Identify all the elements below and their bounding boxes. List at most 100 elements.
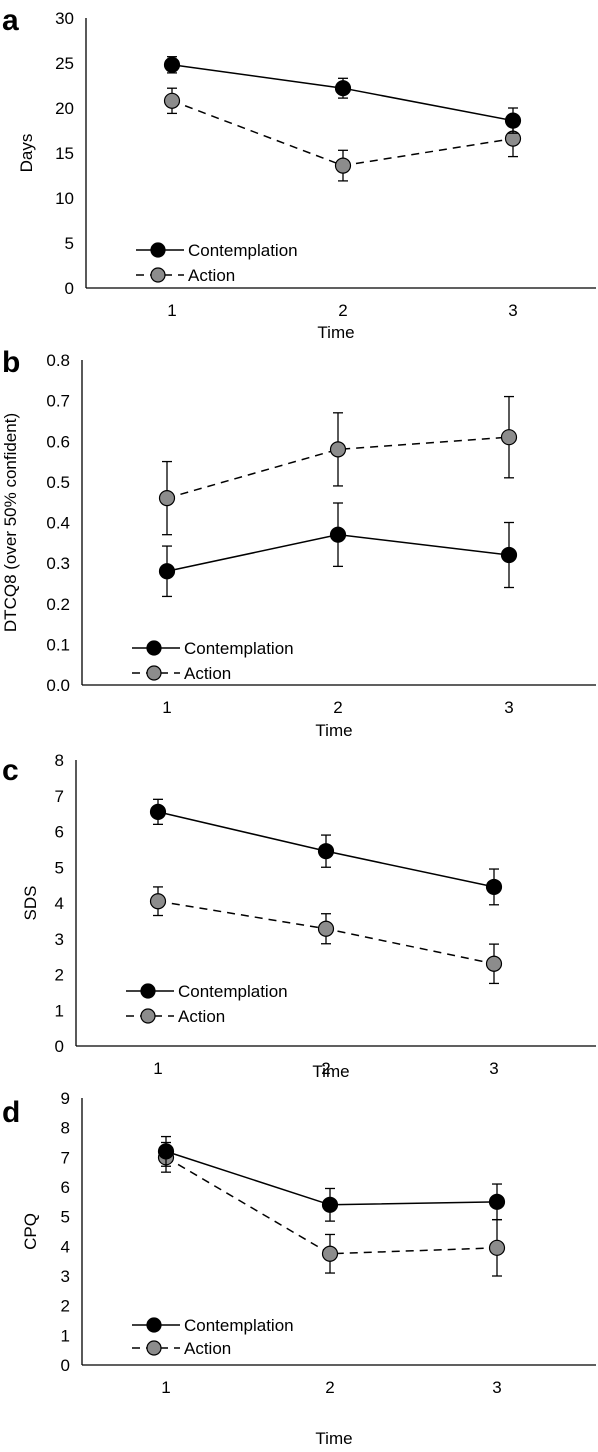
data-point <box>317 843 335 860</box>
x-tick-label: 1 <box>167 301 176 320</box>
data-point <box>500 546 518 564</box>
x-tick-label: 3 <box>508 301 517 320</box>
data-point <box>321 1196 339 1213</box>
y-tick-label: 0 <box>61 1356 70 1375</box>
y-tick-label: 9 <box>61 1089 70 1108</box>
x-axis-label: Time <box>317 323 354 342</box>
panel-letter: c <box>2 754 19 787</box>
panel-a: a 0 5 10 15 20 25 30 1 2 3 Time Days Contemplation Act… <box>2 4 596 342</box>
y-tick-label: 0.0 <box>46 676 70 695</box>
y-tick-label: 0.6 <box>46 432 70 451</box>
y-tick-label: 25 <box>55 54 74 73</box>
x-axis-label: Time <box>315 721 352 740</box>
panel-letter: d <box>2 1096 20 1129</box>
series-action <box>149 886 503 985</box>
legend-marker <box>146 665 162 681</box>
data-point <box>158 490 176 507</box>
x-tick-label: 3 <box>504 698 513 717</box>
y-tick-label: 1 <box>61 1326 70 1345</box>
data-point <box>504 112 522 129</box>
data-point <box>488 1193 506 1210</box>
y-axis-label: SDS <box>21 886 40 921</box>
legend-label: Contemplation <box>184 639 294 658</box>
y-tick-label: 3 <box>55 930 64 949</box>
x-tick-label: 2 <box>325 1378 334 1397</box>
y-tick-label: 20 <box>55 99 74 118</box>
y-tick-label: 0 <box>65 279 74 298</box>
y-tick-label: 0.2 <box>46 595 70 614</box>
legend-label: Contemplation <box>178 982 288 1001</box>
data-point <box>485 878 503 896</box>
legend-marker <box>140 1008 156 1024</box>
y-tick-label: 0.4 <box>46 514 70 533</box>
data-point <box>329 441 347 458</box>
x-tick-label: 1 <box>161 1378 170 1397</box>
y-axis-label: CPQ <box>21 1213 40 1250</box>
y-tick-label: 0.1 <box>46 635 70 654</box>
y-tick-label: 30 <box>55 9 74 28</box>
series-action <box>158 395 518 536</box>
series-contemplation <box>158 502 518 598</box>
y-tick-label: 0.3 <box>46 554 70 573</box>
panel-letter: a <box>2 4 19 37</box>
x-axis-label: Time <box>312 1062 349 1081</box>
data-point <box>334 80 352 97</box>
legend-marker <box>150 242 166 258</box>
y-axis-label: DTCQ8 (over 50% confident) <box>1 413 20 632</box>
legend-marker <box>150 267 166 283</box>
series-line <box>165 1150 498 1206</box>
legend-label: Contemplation <box>184 1316 294 1335</box>
y-axis-label: Days <box>17 134 36 173</box>
x-tick-label: 2 <box>321 1059 330 1078</box>
data-point <box>157 1143 175 1160</box>
data-point <box>321 1245 339 1262</box>
y-tick-label: 5 <box>61 1208 70 1227</box>
y-tick-label: 0.8 <box>46 351 70 370</box>
panel-b: b 0.0 0.1 0.2 0.3 0.4 0.5 0.6 0.7 0.8 1 2 3 Time DTCQ8… <box>1 346 596 740</box>
series-action <box>163 87 522 182</box>
y-tick-label: 5 <box>65 234 74 253</box>
y-tick-label: 7 <box>61 1148 70 1167</box>
series-line <box>166 436 510 499</box>
panel-d: d 0 1 2 3 4 5 6 7 8 9 1 2 3 Time CPQ Contemplation Action <box>2 1089 596 1448</box>
y-tick-label: 8 <box>61 1119 70 1138</box>
data-point <box>163 56 181 73</box>
y-tick-label: 0.7 <box>46 392 70 411</box>
legend-label: Action <box>184 1339 231 1358</box>
panel-c: c 0 1 2 3 4 5 6 7 8 1 2 3 Time SDS Contemplation Action <box>2 751 596 1081</box>
legend-label: Action <box>178 1007 225 1026</box>
data-point <box>149 803 167 820</box>
y-tick-label: 3 <box>61 1267 70 1286</box>
y-tick-label: 6 <box>61 1178 70 1197</box>
y-tick-label: 1 <box>55 1001 64 1020</box>
y-tick-label: 7 <box>55 787 64 806</box>
series-contemplation <box>157 1135 506 1222</box>
y-tick-label: 4 <box>55 894 64 913</box>
x-tick-label: 2 <box>338 301 347 320</box>
y-tick-label: 2 <box>55 966 64 985</box>
data-point <box>500 429 518 446</box>
y-tick-label: 4 <box>61 1237 70 1256</box>
data-point <box>149 893 167 910</box>
data-point <box>485 955 503 972</box>
x-tick-label: 3 <box>492 1378 501 1397</box>
x-axis-label: Time <box>315 1429 352 1448</box>
y-tick-label: 8 <box>55 751 64 770</box>
legend-marker <box>146 1317 162 1333</box>
legend-marker <box>140 983 156 999</box>
x-tick-label: 1 <box>153 1059 162 1078</box>
data-point <box>158 563 176 580</box>
data-point <box>163 92 181 109</box>
y-tick-label: 10 <box>55 189 74 208</box>
series-line <box>165 1156 498 1255</box>
data-point <box>488 1239 506 1256</box>
data-point <box>317 920 335 937</box>
legend-label: Action <box>188 266 235 285</box>
data-point <box>334 157 352 174</box>
x-tick-label: 2 <box>333 698 342 717</box>
y-tick-label: 0.5 <box>46 473 70 492</box>
y-tick-label: 0 <box>55 1037 64 1056</box>
legend-label: Contemplation <box>188 241 298 260</box>
data-point <box>329 526 347 543</box>
